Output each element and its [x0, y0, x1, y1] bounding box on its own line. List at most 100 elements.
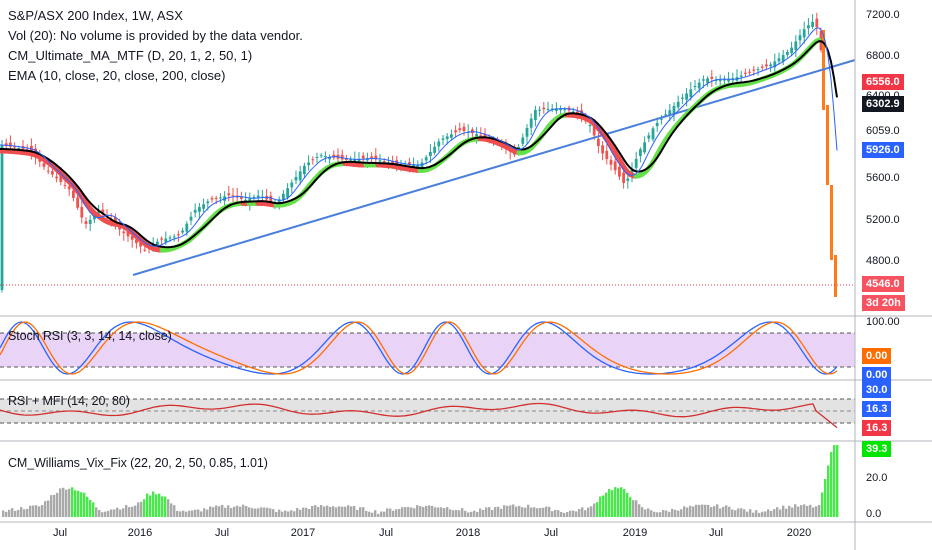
candle-body [227, 193, 231, 196]
vix-bar [332, 506, 335, 517]
candle-body [244, 199, 247, 202]
vix-bar [503, 505, 506, 517]
vix-bar [47, 500, 50, 517]
vix-bar [434, 507, 437, 517]
vix-bar [134, 505, 137, 517]
vix-bar [812, 507, 815, 517]
candle-body [139, 242, 142, 247]
vix-tick: 0.0 [866, 508, 882, 520]
candle-body [269, 195, 273, 203]
vix-bar [92, 502, 95, 517]
vix-bar [719, 508, 722, 517]
time-tick: Jul [543, 527, 559, 539]
vix-bar [647, 508, 650, 517]
vix-bar [770, 510, 773, 517]
vix-fix-pane[interactable] [2, 445, 839, 517]
candle-body [676, 101, 680, 108]
volume-legend: Vol (20): No volume is provided by the d… [8, 28, 303, 43]
vix-bar [173, 505, 176, 517]
vix-bar [731, 509, 734, 517]
vix-bar [380, 511, 383, 517]
vix-bar [683, 506, 686, 517]
candle-body [542, 107, 546, 110]
candle-body [172, 236, 176, 238]
vix-bar [722, 506, 725, 517]
vix-bar [833, 445, 836, 517]
vix-bar [632, 500, 635, 517]
vix-bar [413, 508, 416, 517]
ema-price-badge: 5926.0 [862, 142, 904, 158]
candle-body [672, 106, 676, 114]
stoch-k-line [0, 321, 838, 375]
vix-bar [452, 510, 455, 517]
vix-bar [716, 504, 719, 517]
vix-bar [782, 505, 785, 517]
vix-bar [500, 508, 503, 517]
vix-bar [389, 508, 392, 517]
candle-body [739, 75, 743, 77]
vix-bar [593, 503, 596, 517]
vix-bar [296, 508, 299, 517]
vix-bar [548, 506, 551, 517]
candle-body [643, 142, 646, 153]
vix-bar [764, 511, 767, 517]
candle-body [706, 78, 709, 83]
vix-bar [599, 496, 602, 517]
candle-body [550, 108, 554, 110]
vix-bar [584, 510, 587, 517]
vix-bar [2, 510, 5, 517]
vix-bar [677, 510, 680, 517]
candle-body [437, 141, 441, 147]
candle-body [697, 82, 701, 89]
vix-bar [158, 493, 161, 517]
vix-bar [623, 489, 626, 517]
rsi-value-badge: 16.3 [862, 401, 892, 417]
vix-bar [596, 502, 599, 517]
candle-body [181, 230, 184, 233]
vix-bar [212, 507, 215, 517]
vix-bar [542, 507, 545, 517]
vix-bar [698, 504, 701, 517]
vix-bar [662, 510, 665, 517]
vix-bar [446, 507, 449, 517]
candle-body [634, 158, 638, 168]
vix-bar [371, 512, 374, 517]
candle-body [756, 69, 760, 71]
vix-bar [581, 507, 584, 517]
time-tick: Jul [378, 527, 394, 539]
rsi-mfi-pane[interactable] [0, 398, 855, 429]
vix-bar [440, 507, 443, 517]
vix-bar [800, 505, 803, 517]
vix-bar [776, 507, 779, 517]
vix-bar [263, 507, 266, 517]
vix-bar [491, 509, 494, 517]
vix-bar [404, 507, 407, 517]
vix-bar [140, 501, 143, 517]
vix-bar [488, 507, 491, 517]
price-tick: 7200.0 [866, 9, 900, 21]
candle-body [483, 133, 487, 138]
candle-body [349, 159, 352, 161]
vix-bar [575, 511, 578, 517]
price-pane[interactable] [0, 12, 856, 297]
vix-bar [521, 507, 524, 517]
vix-bar [356, 510, 359, 517]
candle-body [529, 118, 533, 128]
vix-bar [8, 509, 11, 517]
candle-body [521, 137, 525, 144]
vix-bar [410, 507, 413, 517]
vix-bar [422, 507, 425, 517]
candle-body [834, 255, 837, 297]
stoch-rsi-pane[interactable] [0, 321, 855, 375]
candle-body [4, 143, 8, 147]
candle-body [626, 178, 630, 181]
vix-bar [200, 511, 203, 517]
vix-bar [608, 489, 611, 517]
candle-body [773, 61, 777, 68]
vix-bar [515, 506, 518, 517]
vix-bar [290, 510, 293, 517]
vix-value-badge: 39.3 [862, 441, 892, 457]
vix-bar [299, 509, 302, 517]
vix-bar [257, 508, 260, 517]
